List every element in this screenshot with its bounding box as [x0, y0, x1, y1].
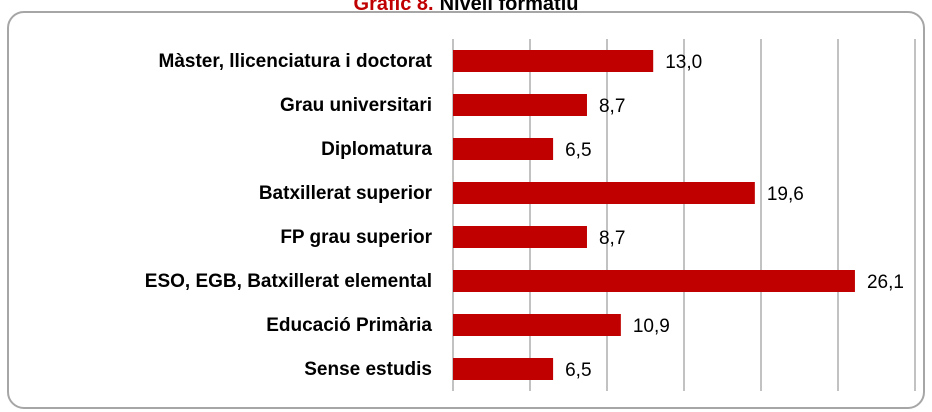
y-tick-label: Grau universitari — [280, 95, 432, 116]
bar — [453, 50, 654, 72]
bar — [453, 314, 621, 336]
chart-title: Gràfic 8. Nivell formatiu — [354, 0, 579, 15]
y-tick-label: Sense estudis — [304, 359, 432, 380]
data-label: 6,5 — [565, 360, 591, 381]
bar — [453, 138, 554, 160]
title-text: Nivell formatiu — [440, 0, 579, 15]
y-tick-label: Màster, llicenciatura i doctorat — [159, 51, 433, 72]
bar — [453, 94, 587, 116]
data-label: 13,0 — [665, 52, 702, 73]
y-tick-label: Diplomatura — [321, 139, 432, 160]
data-label: 19,6 — [767, 184, 804, 205]
y-tick-label: Batxillerat superior — [259, 183, 433, 204]
data-label: 26,1 — [867, 272, 904, 293]
data-label: 8,7 — [599, 228, 625, 249]
data-label: 10,9 — [633, 316, 670, 337]
data-label: 8,7 — [599, 96, 625, 117]
y-tick-label: Educació Primària — [266, 315, 432, 336]
title-prefix: Gràfic 8. — [354, 0, 434, 15]
chart-frame — [7, 11, 925, 409]
data-label: 6,5 — [565, 140, 591, 161]
bar — [453, 270, 855, 292]
bar — [453, 182, 755, 204]
bar — [453, 358, 554, 380]
y-tick-label: ESO, EGB, Batxillerat elemental — [145, 271, 432, 292]
bar — [453, 226, 587, 248]
y-tick-label: FP grau superior — [280, 227, 432, 248]
